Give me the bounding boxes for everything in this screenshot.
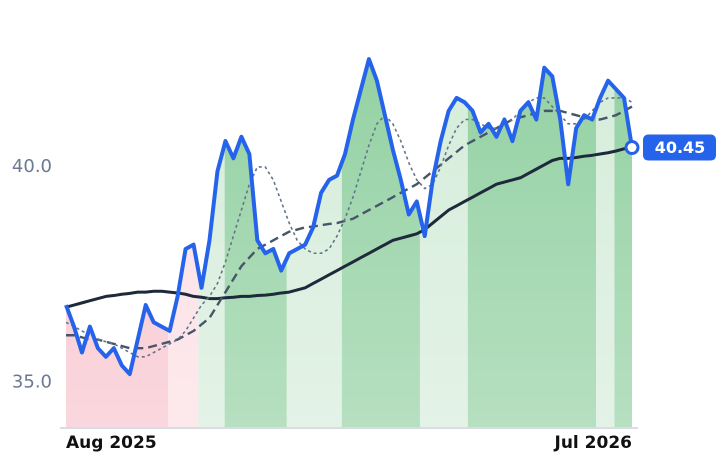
series-line (64, 57, 634, 377)
value-label: 40.45 (655, 138, 706, 157)
value-badge (643, 134, 716, 161)
y-tick-label: 40.0 (12, 156, 52, 177)
series-line (65, 146, 633, 309)
y-tick-label: 35.0 (12, 372, 52, 393)
last-point (624, 140, 640, 156)
area-fade (66, 59, 632, 428)
x-tick-label: Jul 2026 (554, 433, 633, 453)
x-tick-label: Aug 2025 (66, 433, 157, 453)
area-fill (66, 59, 632, 428)
